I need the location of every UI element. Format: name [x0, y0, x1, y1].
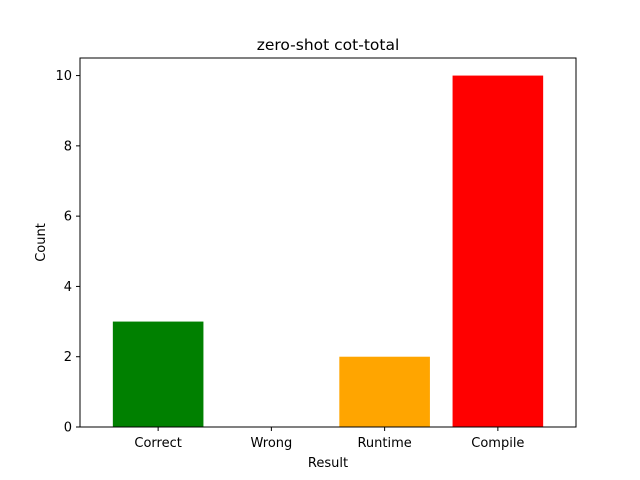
plot-frame — [79, 57, 577, 428]
y-axis-label: Count — [34, 223, 49, 262]
x-tick-label: Runtime — [357, 436, 411, 451]
y-tick-label: 6 — [64, 210, 72, 225]
bar-runtime — [339, 356, 430, 427]
chart-title: zero-shot cot-total — [257, 36, 400, 54]
x-axis-ticks: Correct Wrong Runtime Compile — [134, 427, 524, 451]
x-tick-label: Correct — [134, 436, 181, 451]
y-tick-label: 2 — [64, 350, 72, 365]
x-tick-label: Wrong — [250, 436, 292, 451]
y-tick-label: 4 — [64, 280, 72, 295]
bars-group — [112, 75, 544, 428]
y-axis-ticks: 0 2 4 6 8 10 — [55, 69, 80, 436]
bar-correct — [112, 321, 204, 427]
bar-compile — [452, 75, 544, 428]
y-tick-label: 8 — [64, 139, 72, 154]
y-tick-label: 0 — [64, 421, 72, 436]
x-axis-label: Result — [308, 456, 348, 471]
x-tick-label: Compile — [471, 436, 524, 451]
y-tick-label: 10 — [55, 69, 72, 84]
